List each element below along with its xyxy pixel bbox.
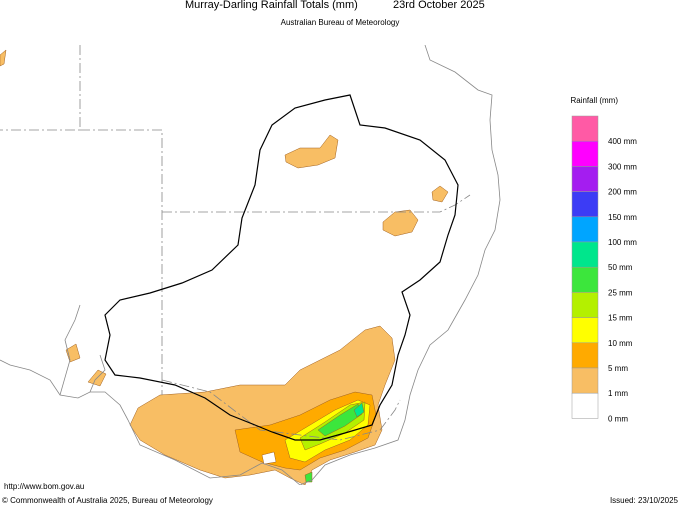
coastline [0,45,501,485]
map-title: Murray-Darling Rainfall Totals (mm) [185,0,358,11]
legend-label: 300 mm [608,162,637,171]
legend-label: 150 mm [608,213,637,222]
legend-swatch [571,342,599,369]
legend-label: 1 mm [608,389,628,398]
issued-date: Issued: 23/10/2025 [610,496,679,505]
map-subtitle: Australian Bureau of Meteorology [281,18,400,27]
legend-swatch [571,115,599,142]
legend-label: 0 mm [608,414,628,423]
legend-label: 25 mm [608,288,633,297]
copyright: © Commonwealth of Australia 2025, Bureau… [2,496,213,505]
legend-swatch [571,292,599,318]
source-url: http://www.bom.gov.au [4,482,84,491]
legend-swatch [571,140,599,167]
legend-label: 400 mm [608,137,637,146]
legend-swatch [571,367,599,394]
legend-swatch [571,166,599,192]
legend-label: 10 mm [608,339,633,348]
basin-boundary [104,94,459,441]
legend-label: 50 mm [608,263,633,272]
legend-swatch [571,241,599,268]
legend-swatch [571,191,599,218]
legend-swatch [571,216,599,243]
legend-label: 200 mm [608,188,637,197]
map-date: 23rd October 2025 [393,0,485,11]
legend-swatch [571,317,599,344]
legend: 400 mm 300 mm 200 mm 150 mm 100 mm 50 mm 25 mm… [571,115,637,423]
legend-title: Rainfall (mm) [570,96,618,105]
legend-label: 5 mm [608,364,628,373]
map-layer [0,45,501,485]
legend-label: 15 mm [608,314,633,323]
legend-swatch [571,392,599,419]
legend-swatch [571,266,599,293]
rainfall-areas [0,49,449,485]
state-borders [0,45,471,441]
legend-label: 100 mm [608,238,637,247]
